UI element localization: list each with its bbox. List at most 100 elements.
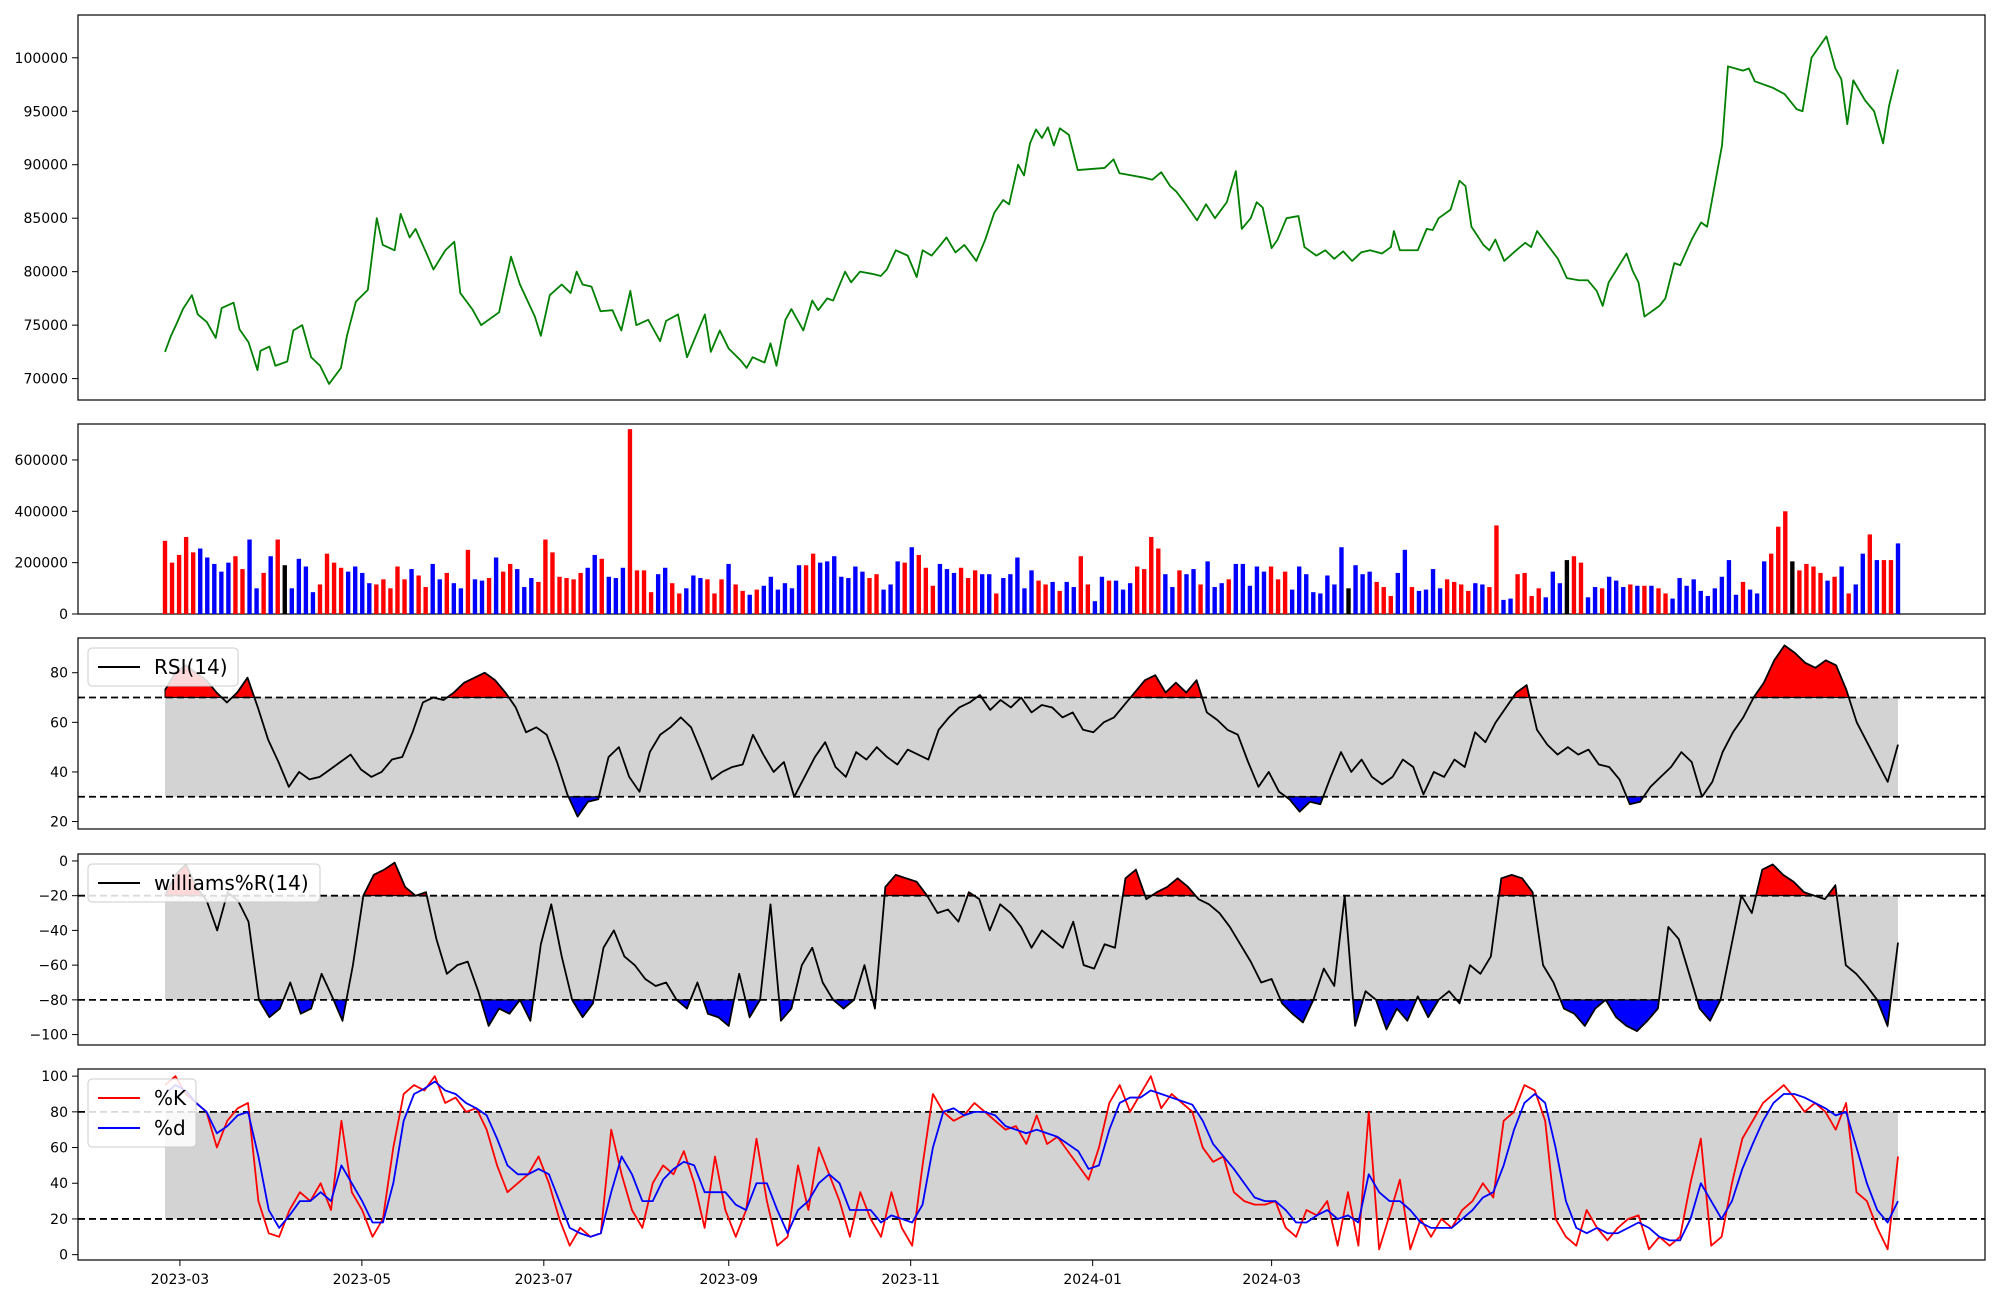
price-ytick-label: 70000 <box>23 372 68 388</box>
volume-bar <box>261 572 266 614</box>
volume-bar <box>338 567 344 614</box>
volume-bar <box>1409 587 1415 614</box>
volume-bar <box>1325 575 1330 614</box>
volume-bar <box>423 587 428 614</box>
price-line <box>164 35 1899 385</box>
volume-bar <box>1529 596 1534 614</box>
volume-bar <box>1043 584 1048 614</box>
volume-bar <box>1001 578 1006 614</box>
volume-bar <box>1705 596 1710 614</box>
volume-bar <box>444 572 449 614</box>
volume-bar <box>1381 587 1386 614</box>
volume-bar <box>1184 574 1189 614</box>
price-ytick-label: 80000 <box>23 265 68 281</box>
volume-bar <box>268 556 273 614</box>
x-tick-label: 2023-11 <box>881 1272 940 1288</box>
volume-bar <box>1106 580 1112 614</box>
volume-bar <box>1550 571 1555 614</box>
volume-bar <box>888 584 893 614</box>
volume-bar <box>1494 525 1499 614</box>
volume-bar <box>648 592 654 614</box>
rsi-band <box>165 697 1898 797</box>
volume-bar <box>796 565 802 614</box>
rsi-line <box>164 644 1899 818</box>
volume-bar <box>1522 572 1527 614</box>
volume-bar <box>846 578 851 614</box>
volume-bar <box>1360 574 1365 614</box>
volume-bar <box>1177 570 1182 614</box>
rsi-panel-frame <box>77 637 1986 830</box>
volume-bar <box>1142 569 1147 614</box>
volume-bar <box>1881 560 1887 614</box>
williams-legend <box>87 863 321 903</box>
x-tick-label: 2023-03 <box>151 1272 210 1288</box>
volume-bar <box>536 581 541 614</box>
volume-bar <box>902 562 907 614</box>
volume-ytick-label: 200000 <box>15 556 68 572</box>
volume-bar <box>1860 553 1865 614</box>
volume-bar <box>1642 585 1647 614</box>
volume-bar <box>1029 570 1034 614</box>
volume-bar <box>881 589 886 614</box>
volume-bar <box>1022 588 1027 614</box>
volume-bar <box>1719 576 1725 614</box>
volume-bar <box>1677 578 1682 614</box>
volume-bar <box>191 552 196 614</box>
williams-ytick-label: 0 <box>59 854 68 870</box>
volume-bar <box>1515 574 1520 614</box>
volume-bar <box>1599 588 1605 614</box>
price-ytick-label: 100000 <box>15 51 68 67</box>
williams-ytick-label: −60 <box>38 958 68 974</box>
volume-bar <box>1874 560 1880 614</box>
volume-bar <box>1811 566 1816 614</box>
stochastic-legend-label: %K <box>154 1086 187 1110</box>
volume-bar <box>219 571 224 614</box>
volume-bar <box>374 584 379 614</box>
volume-bar <box>1684 585 1689 614</box>
x-tick-label: 2023-07 <box>515 1272 574 1288</box>
volume-bar <box>1895 543 1901 614</box>
volume-bar <box>867 578 872 614</box>
volume-bar <box>1444 579 1450 614</box>
volume-bar <box>1423 589 1429 614</box>
volume-bar <box>1452 581 1457 614</box>
volume-bar <box>712 593 717 614</box>
volume-bar <box>1395 572 1401 614</box>
volume-bars <box>162 429 1901 614</box>
volume-bar <box>944 569 950 614</box>
volume-bar <box>1205 561 1210 614</box>
volume-bar <box>1754 593 1760 614</box>
stochastic-ytick-label: 20 <box>50 1212 68 1228</box>
volume-bar <box>1078 556 1083 614</box>
williams-legend-label: williams%R(14) <box>154 871 309 895</box>
volume-bar <box>747 594 752 614</box>
volume-bar <box>1564 560 1570 614</box>
volume-bar <box>1036 580 1041 614</box>
volume-bar <box>254 588 259 614</box>
price-ytick-label: 85000 <box>23 211 68 227</box>
volume-bar <box>388 588 393 614</box>
stochastic-panel-frame <box>77 1068 1986 1261</box>
volume-bar <box>1113 580 1119 614</box>
volume-bar <box>1071 587 1076 614</box>
volume-bar <box>1790 561 1795 614</box>
volume-bar <box>1543 597 1548 614</box>
stochastic-ytick-label: 60 <box>50 1141 68 1157</box>
volume-bar <box>740 590 745 614</box>
volume-bar <box>1726 560 1732 614</box>
williams-oversold-area <box>571 999 595 1019</box>
volume-bar <box>1402 549 1408 614</box>
volume-bar <box>1346 588 1351 614</box>
volume-bar <box>402 579 407 614</box>
volume-bar <box>233 556 238 614</box>
volume-bar <box>705 579 710 614</box>
x-tick-label: 2023-09 <box>699 1272 758 1288</box>
volume-bar <box>1769 553 1774 614</box>
x-tick-label: 2024-01 <box>1063 1272 1122 1288</box>
volume-bar <box>1473 583 1478 614</box>
volume-bar <box>1592 587 1598 614</box>
volume-bar <box>1191 569 1196 614</box>
volume-bar <box>1557 583 1563 614</box>
volume-bar <box>1480 584 1485 614</box>
volume-bar <box>205 557 210 614</box>
